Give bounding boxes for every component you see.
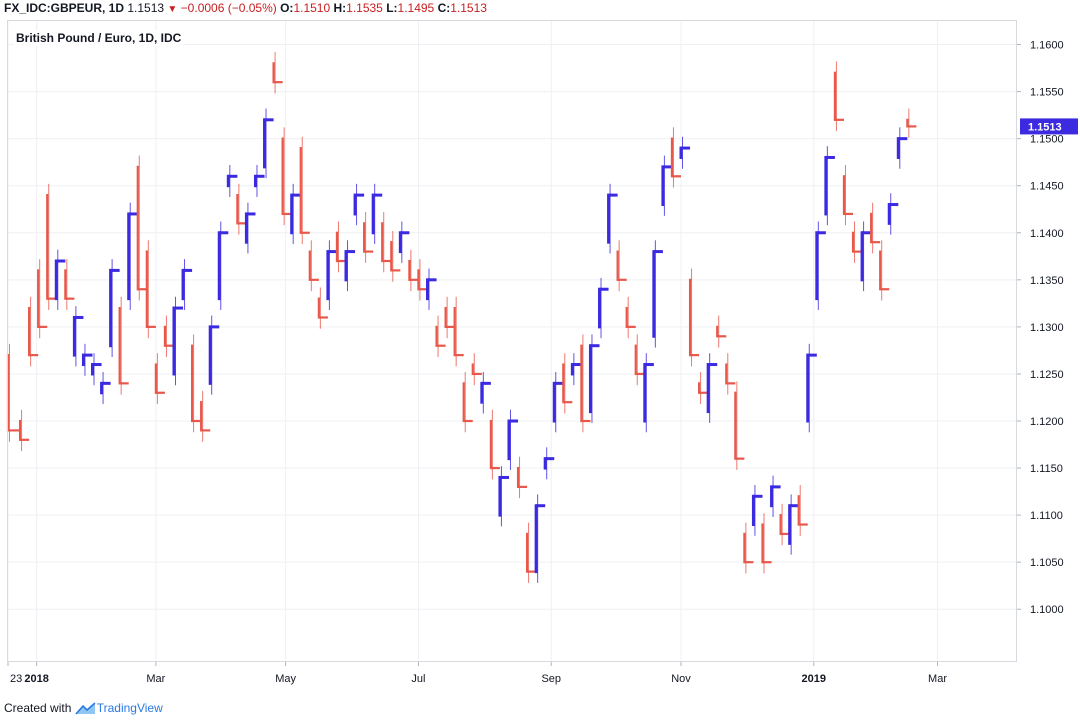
y-tick-label: 1.1450 <box>1030 181 1064 193</box>
x-tick-label: 23 <box>10 673 22 685</box>
low-label: L: <box>386 1 398 15</box>
x-tick-label: Nov <box>671 673 691 685</box>
price-bars <box>6 52 917 583</box>
x-tick-label: Mar <box>146 673 165 685</box>
symbol-header: FX_IDC:GBPEUR, 1D 1.1513 ▼ −0.0006 (−0.0… <box>0 0 1080 18</box>
chart-pane <box>7 20 1017 662</box>
y-tick-label: 1.1600 <box>1030 40 1064 52</box>
y-tick-label: 1.1050 <box>1030 557 1064 569</box>
y-tick-label: 1.1550 <box>1030 87 1064 99</box>
tradingview-brand: TradingView <box>96 701 163 715</box>
chart-title: British Pound / Euro, 1D, IDC <box>14 30 184 46</box>
price-axis: 1.1000 1.1050 1.1100 1.1150 1.1200 1.1250 1.13… <box>1016 40 1078 616</box>
time-axis: 23 2018 Mar May Jul Sep Nov 2019 Mar <box>7 661 947 685</box>
x-tick-label: Mar <box>928 673 947 685</box>
open-value: 1.1510 <box>293 1 331 15</box>
close-value: 1.1513 <box>450 1 487 15</box>
x-tick-label: 2019 <box>802 673 826 685</box>
last-price: 1.1513 <box>127 1 165 15</box>
x-tick-label: Sep <box>541 673 561 685</box>
y-tick-label: 1.1150 <box>1030 463 1063 475</box>
x-tick-label: May <box>275 673 296 685</box>
down-arrow-icon: ▼ <box>167 4 178 15</box>
low-value: 1.1495 <box>397 1 435 15</box>
footer-credit[interactable]: Created with TradingView <box>4 701 163 716</box>
y-tick-label: 1.1400 <box>1030 228 1064 240</box>
y-tick-label: 1.1250 <box>1030 369 1064 381</box>
open-label: O: <box>280 1 294 15</box>
y-tick-label: 1.1500 <box>1030 134 1064 146</box>
y-tick-label: 1.1300 <box>1030 322 1064 334</box>
tradingview-logo-icon <box>75 702 96 715</box>
y-tick-label: 1.1100 <box>1030 510 1063 522</box>
y-tick-label: 1.1200 <box>1030 416 1064 428</box>
y-tick-label: 1.1000 <box>1030 604 1064 616</box>
high-label: H: <box>333 1 347 15</box>
last-price-label: 1.1513 <box>1028 121 1062 133</box>
high-value: 1.1535 <box>346 1 383 15</box>
x-tick-label: 2018 <box>24 673 48 685</box>
close-label: C: <box>437 1 451 15</box>
price-change: −0.0006 (−0.05%) <box>180 1 277 15</box>
last-price-badge <box>1020 118 1078 135</box>
x-tick-label: Jul <box>411 673 425 685</box>
y-tick-label: 1.1350 <box>1030 275 1064 287</box>
created-with-label: Created with <box>4 701 72 715</box>
symbol-name[interactable]: FX_IDC:GBPEUR, 1D <box>4 1 125 15</box>
